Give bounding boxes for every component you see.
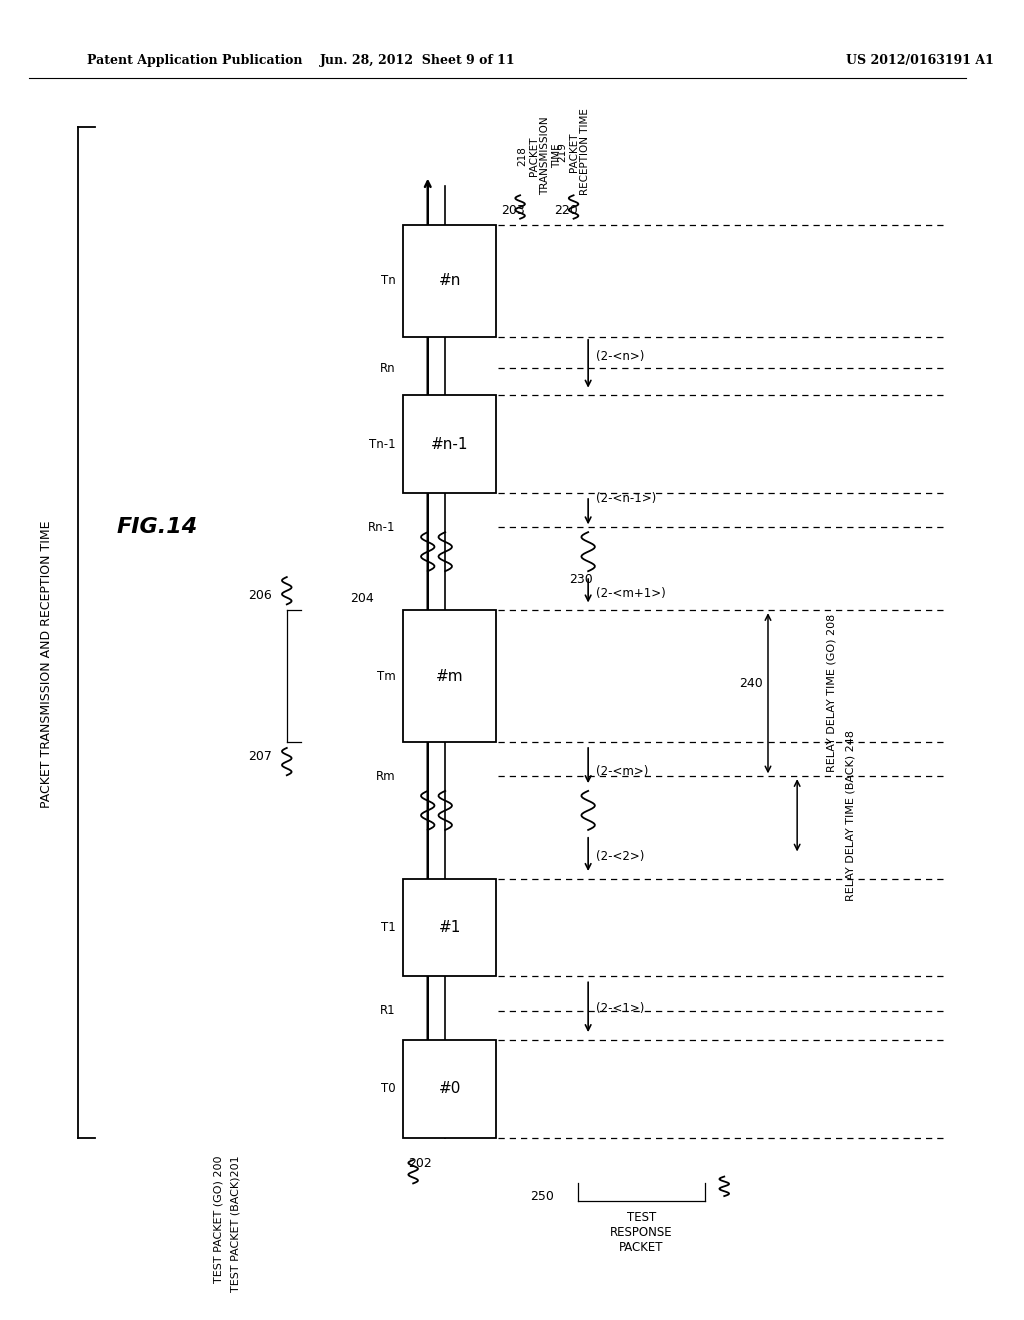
Text: (2-<1>): (2-<1>) [596, 1002, 644, 1015]
Text: 207: 207 [249, 750, 272, 763]
Text: Tm: Tm [377, 669, 395, 682]
Text: 250: 250 [530, 1189, 554, 1203]
Text: TEST PACKET (GO) 200: TEST PACKET (GO) 200 [214, 1155, 224, 1283]
Text: PACKET TRANSMISSION AND RECEPTION TIME: PACKET TRANSMISSION AND RECEPTION TIME [40, 520, 53, 808]
Text: #1: #1 [438, 920, 461, 935]
Text: #0: #0 [438, 1081, 461, 1096]
Text: Rn-1: Rn-1 [369, 521, 395, 533]
Text: (2-<2>): (2-<2>) [596, 850, 644, 863]
Text: Rn: Rn [380, 362, 395, 375]
Bar [403, 1040, 496, 1138]
Text: 220: 220 [554, 203, 578, 216]
Text: RELAY DELAY TIME (GO) 208: RELAY DELAY TIME (GO) 208 [826, 614, 837, 772]
Text: (2-<m+1>): (2-<m+1>) [596, 586, 666, 599]
Text: Patent Application Publication: Patent Application Publication [87, 54, 303, 67]
Text: 218
PACKET
TRANSMISSION
TIME: 218 PACKET TRANSMISSION TIME [517, 116, 562, 195]
Text: TEST
RESPONSE
PACKET: TEST RESPONSE PACKET [610, 1210, 673, 1254]
Text: (2-<n>): (2-<n>) [596, 350, 644, 363]
Text: TEST PACKET (BACK)201: TEST PACKET (BACK)201 [230, 1155, 241, 1292]
Text: Tn-1: Tn-1 [369, 438, 395, 450]
Text: 204: 204 [350, 593, 375, 606]
Text: 219
PACKET
RECEPTION TIME: 219 PACKET RECEPTION TIME [557, 108, 590, 195]
Text: Jun. 28, 2012  Sheet 9 of 11: Jun. 28, 2012 Sheet 9 of 11 [321, 54, 516, 67]
Bar [403, 396, 496, 494]
Text: 206: 206 [249, 590, 272, 602]
Text: FIG.14: FIG.14 [117, 517, 198, 537]
Bar [403, 224, 496, 337]
Text: #n-1: #n-1 [431, 437, 468, 451]
Text: T0: T0 [381, 1082, 395, 1096]
Text: (2-<n-1>): (2-<n-1>) [596, 492, 656, 506]
Text: R1: R1 [380, 1005, 395, 1018]
Bar [403, 879, 496, 977]
Text: US 2012/0163191 A1: US 2012/0163191 A1 [846, 54, 993, 67]
Text: 203: 203 [501, 203, 524, 216]
Text: (2-<m>): (2-<m>) [596, 764, 648, 777]
Text: 230: 230 [568, 573, 593, 586]
Text: RELAY DELAY TIME (BACK) 248: RELAY DELAY TIME (BACK) 248 [846, 730, 856, 900]
Text: Tn: Tn [381, 275, 395, 288]
Text: #n: #n [438, 273, 461, 288]
Text: Rm: Rm [376, 770, 395, 783]
Text: 202: 202 [409, 1158, 432, 1170]
Bar [403, 610, 496, 742]
Text: T1: T1 [381, 921, 395, 935]
Text: 240: 240 [739, 677, 763, 690]
Text: #m: #m [436, 669, 464, 684]
